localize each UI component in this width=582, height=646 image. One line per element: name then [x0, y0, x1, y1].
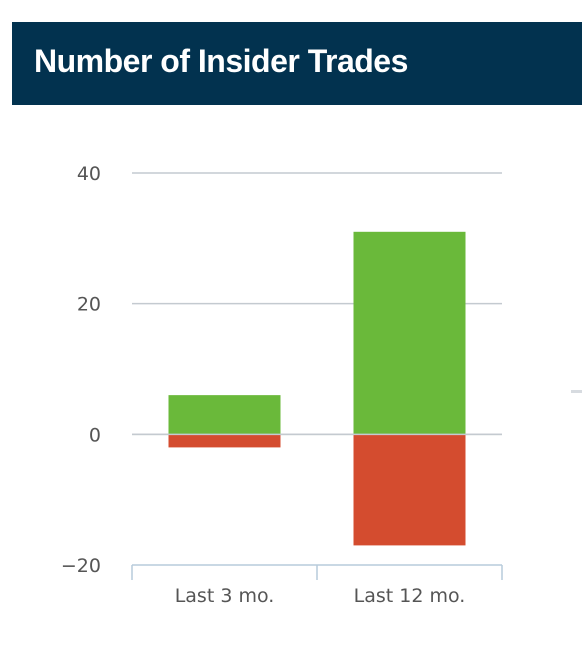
bar [353, 231, 466, 435]
bars [132, 231, 502, 546]
y-tick-label: 20 [77, 294, 101, 316]
chart-header: Number of Insider Trades [12, 22, 582, 105]
bar [353, 434, 466, 546]
bar [168, 434, 281, 448]
bar [168, 395, 281, 435]
chart-title: Number of Insider Trades [34, 43, 408, 79]
side-marker [571, 390, 582, 393]
y-tick-labels: 40 20 0 −20 [61, 163, 101, 577]
y-tick-label: 0 [89, 424, 101, 446]
category-labels: Last 3 mo. Last 12 mo. [175, 585, 466, 607]
category-label: Last 12 mo. [354, 585, 466, 607]
y-tick-label: −20 [61, 555, 101, 577]
y-tick-label: 40 [77, 163, 101, 185]
category-label: Last 3 mo. [175, 585, 275, 607]
x-axis [131, 564, 503, 580]
